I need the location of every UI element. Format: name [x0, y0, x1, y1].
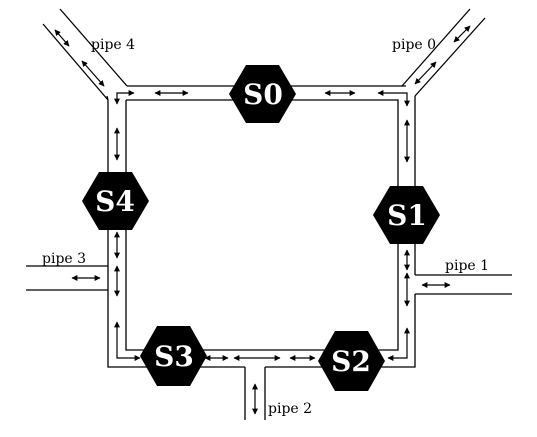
node-label: S2: [331, 345, 371, 378]
ring-pipe: [106, 85, 416, 368]
corner-arrow-icon: [114, 321, 141, 361]
node-label: S3: [154, 340, 194, 373]
pipe-label-pipe0: pipe 0: [392, 37, 436, 53]
corner-arrow-icon: [114, 90, 135, 105]
ring-inner-wall: [125, 99, 399, 351]
pipe4-wall-b: [59, 8, 128, 87]
flow-arrows: [54, 25, 471, 415]
node-s3: S3: [140, 326, 207, 386]
corner-arrow-icon: [377, 90, 410, 107]
node-label: S0: [243, 78, 283, 111]
ring-outer-wall-right-lower: [265, 294, 416, 368]
pipe-label-pipe1: pipe 1: [445, 258, 489, 274]
node-s1: S1: [373, 186, 440, 244]
node-s2: S2: [318, 331, 385, 391]
double-headed-arrow-icon: [81, 60, 105, 87]
node-s4: S4: [82, 172, 149, 230]
pipe0-wall-a: [401, 8, 471, 87]
node-s0: S0: [229, 65, 296, 123]
double-headed-arrow-icon: [414, 61, 437, 85]
hexagon-icon: [318, 331, 385, 391]
hexagon-icon: [82, 172, 149, 230]
hexagon-icon: [229, 65, 296, 123]
pipe-label-pipe3: pipe 3: [42, 251, 86, 267]
pipe-label-pipe2: pipe 2: [268, 401, 312, 417]
pipe0-wall-b: [414, 17, 486, 97]
node-label: S1: [387, 199, 427, 232]
corner-arrow-icon: [387, 327, 410, 361]
node-label: S4: [95, 185, 135, 218]
hexagon-icon: [373, 186, 440, 244]
double-headed-arrow-icon: [54, 29, 70, 47]
pipe-labels: pipe 0 pipe 1 pipe 2 pipe 3 pipe 4: [42, 37, 489, 417]
pipe4-wall-a: [42, 23, 109, 101]
hexagon-icon: [140, 326, 207, 386]
pipe-label-pipe4: pipe 4: [91, 37, 135, 53]
external-pipes: [26, 8, 512, 420]
double-headed-arrow-icon: [453, 25, 471, 43]
